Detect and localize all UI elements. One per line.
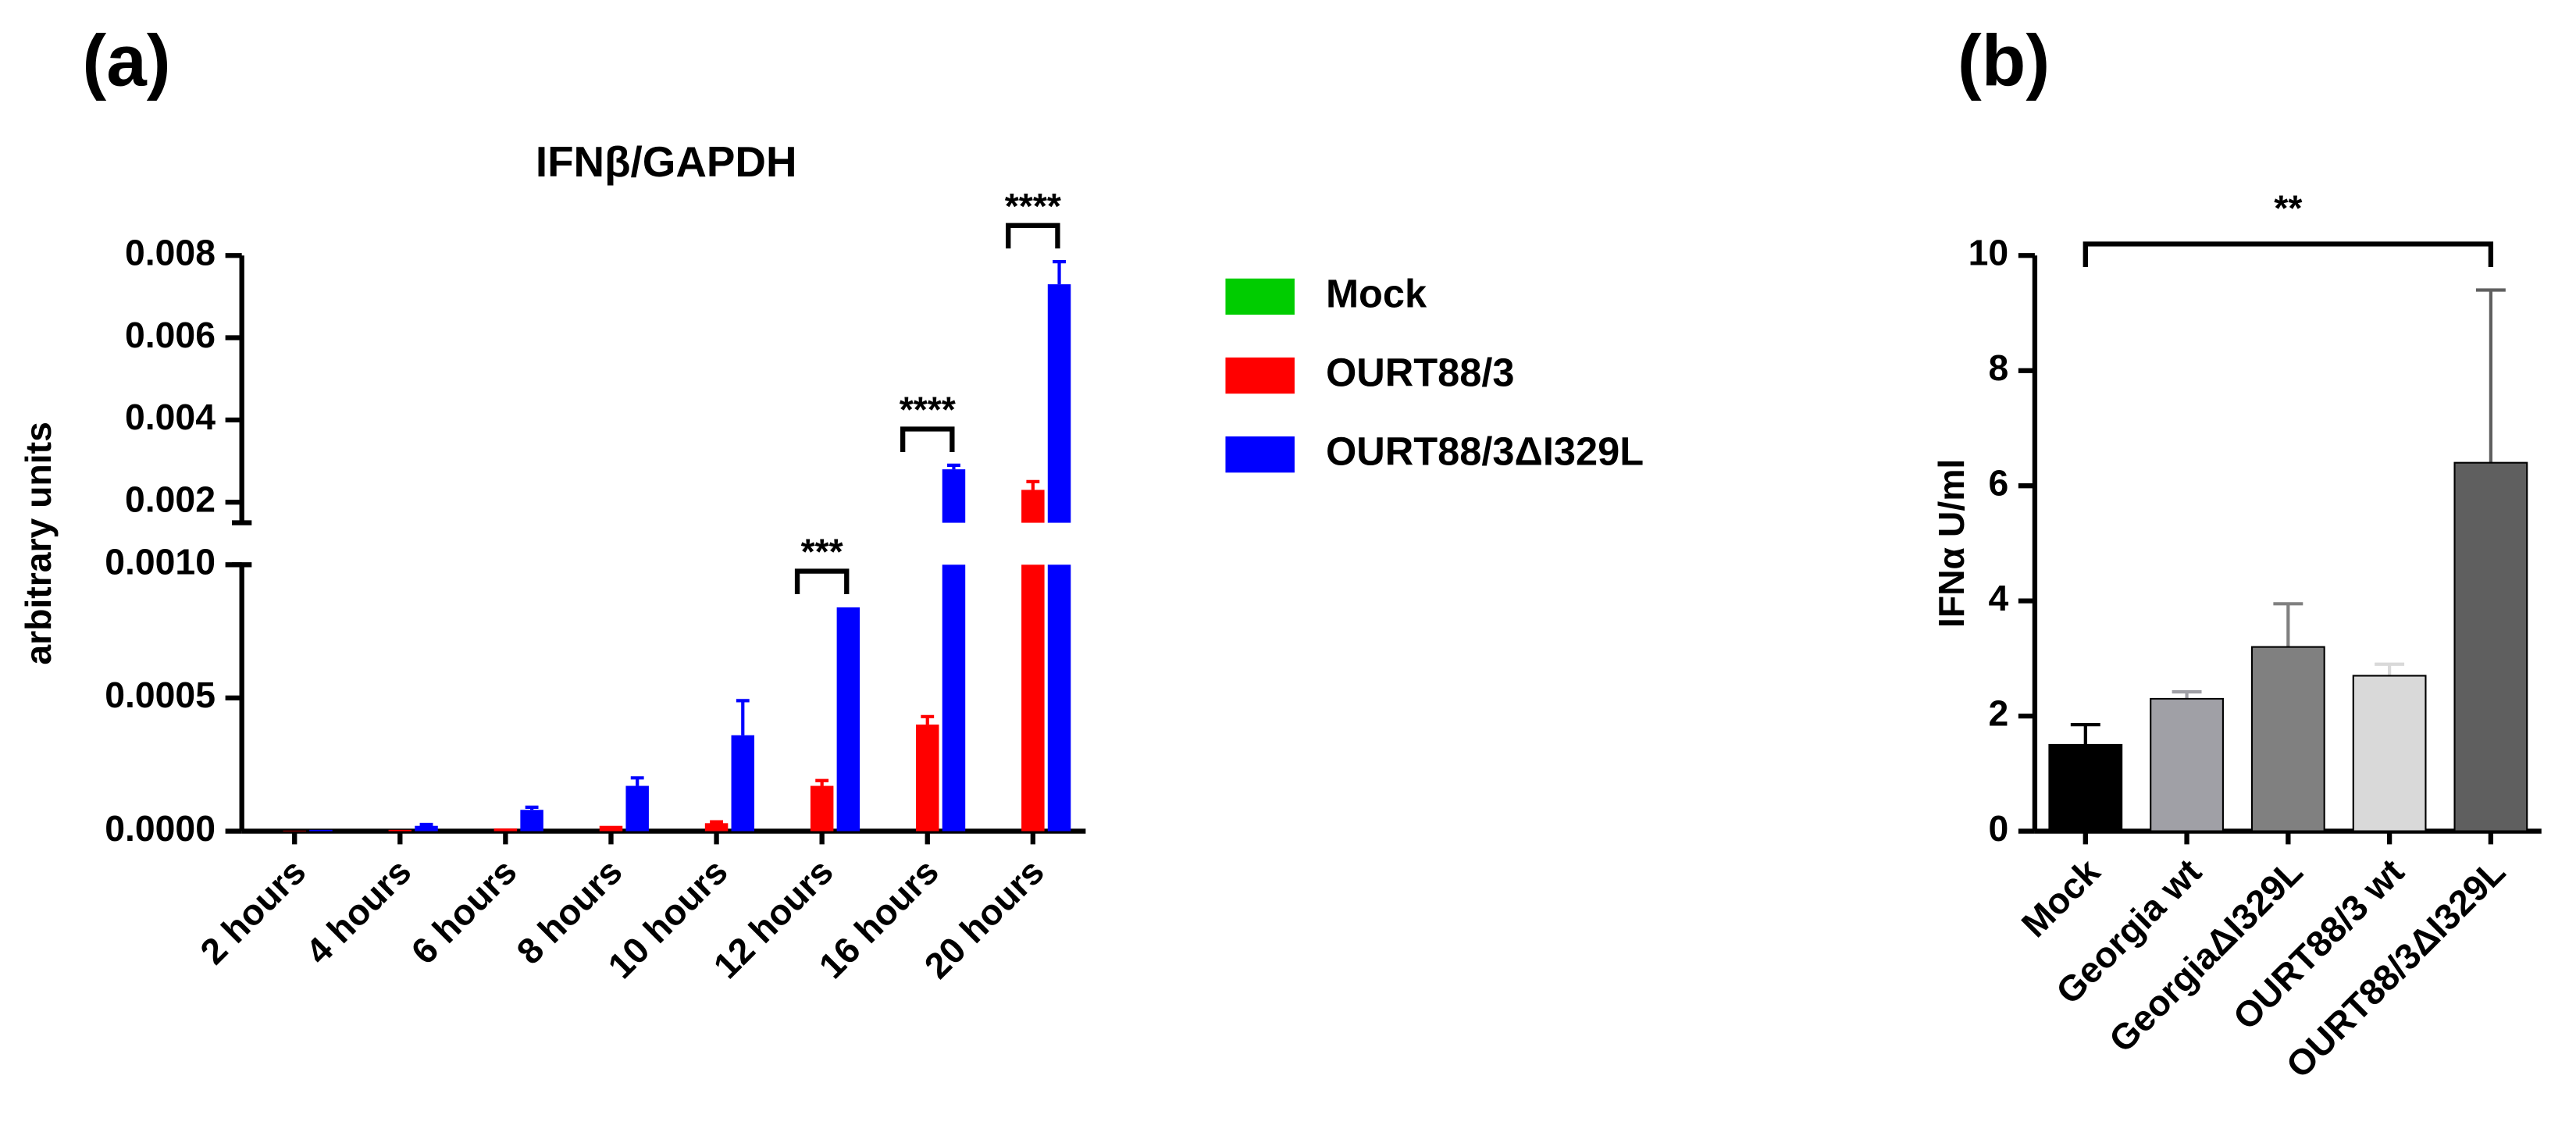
bar bbox=[625, 785, 649, 832]
legend-swatch bbox=[1225, 436, 1295, 473]
bar bbox=[916, 725, 939, 832]
x-tick-label: 6 hours bbox=[403, 851, 524, 972]
y-tick-label: 8 bbox=[1988, 347, 2008, 388]
significance-bracket bbox=[1006, 223, 1060, 249]
y-tick-label: 0.006 bbox=[125, 315, 216, 355]
bar bbox=[942, 564, 966, 832]
bar bbox=[1021, 490, 1045, 523]
y-axis-label: arbitrary units bbox=[18, 422, 59, 665]
y-tick-label: 0.004 bbox=[125, 397, 216, 437]
y-tick-label: 0.0005 bbox=[105, 675, 216, 715]
legend-swatch bbox=[1225, 278, 1295, 315]
legend-label: OURT88/3ΔI329L bbox=[1326, 429, 1644, 474]
significance-bracket bbox=[794, 568, 850, 595]
panel-label: (b) bbox=[1958, 20, 2050, 101]
bar bbox=[2250, 646, 2325, 832]
y-tick-label: 6 bbox=[1988, 462, 2008, 503]
y-tick-label: 0 bbox=[1988, 808, 2008, 849]
legend-label: OURT88/3 bbox=[1326, 350, 1515, 394]
bar bbox=[942, 469, 966, 523]
y-tick-label: 0.002 bbox=[125, 479, 216, 519]
bar bbox=[1021, 564, 1045, 832]
bar bbox=[2352, 675, 2427, 832]
significance-label: *** bbox=[801, 532, 843, 572]
x-tick-label: 4 hours bbox=[298, 851, 419, 972]
y-tick-label: 2 bbox=[1988, 693, 2008, 733]
bar bbox=[388, 829, 412, 832]
significance-label: **** bbox=[900, 390, 956, 430]
x-tick-label: 2 hours bbox=[192, 851, 313, 972]
significance-bracket bbox=[2083, 241, 2494, 267]
legend-label: Mock bbox=[1326, 271, 1427, 315]
y-tick-label: 0.008 bbox=[125, 232, 216, 272]
bar bbox=[2048, 743, 2123, 832]
panel-label: (a) bbox=[82, 20, 170, 101]
bar bbox=[415, 825, 438, 832]
legend-swatch bbox=[1225, 357, 1295, 394]
bar bbox=[599, 825, 623, 832]
bar bbox=[731, 735, 755, 832]
y-axis-label: IFNα U/ml bbox=[1931, 459, 1972, 628]
y-tick-label: 0.0000 bbox=[105, 808, 216, 849]
bar bbox=[493, 828, 518, 832]
x-tick-label: Mock bbox=[2014, 851, 2108, 945]
chart-title: IFNβ/GAPDH bbox=[536, 137, 797, 186]
bar bbox=[283, 830, 306, 832]
bar bbox=[810, 785, 834, 832]
y-tick-label: 10 bbox=[1969, 232, 2009, 272]
bar bbox=[2453, 461, 2528, 832]
bar bbox=[2150, 697, 2224, 832]
bar bbox=[836, 607, 860, 832]
bar bbox=[520, 810, 543, 832]
bar bbox=[309, 829, 333, 832]
bar bbox=[1047, 284, 1071, 523]
y-tick-label: 0.0010 bbox=[105, 542, 216, 582]
significance-label: **** bbox=[1005, 186, 1061, 226]
bar bbox=[1047, 564, 1071, 832]
bar bbox=[704, 823, 729, 832]
significance-label: ** bbox=[2274, 188, 2302, 229]
significance-bracket bbox=[900, 426, 955, 452]
y-tick-label: 4 bbox=[1988, 578, 2008, 618]
